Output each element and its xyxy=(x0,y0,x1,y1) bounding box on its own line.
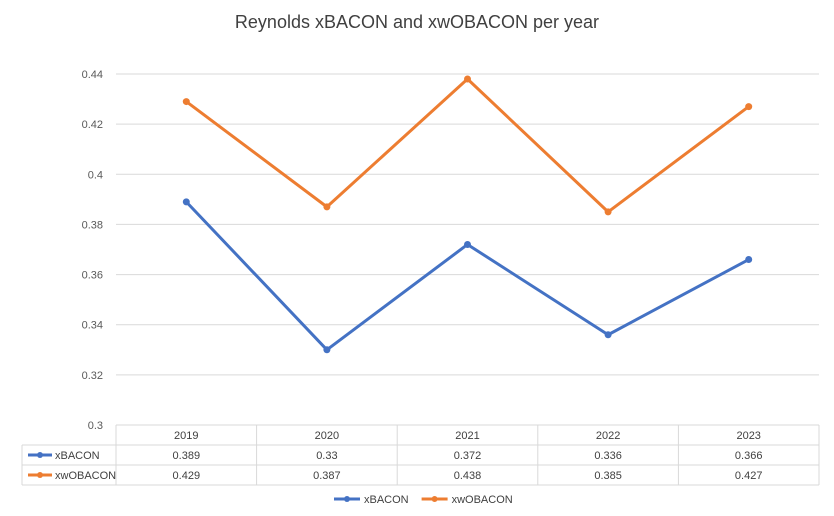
legend: xBACON xwOBACON xyxy=(334,494,513,506)
x-tick-label: 2019 xyxy=(174,430,198,442)
chart-title: Reynolds xBACON and xwOBACON per year xyxy=(235,12,599,32)
data-point xyxy=(604,331,612,339)
y-tick-label: 0.42 xyxy=(82,119,103,131)
data-point xyxy=(323,203,331,211)
gridlines xyxy=(116,73,819,426)
data-point xyxy=(323,346,331,354)
series-lines xyxy=(182,75,753,354)
data-point xyxy=(745,103,753,111)
y-tick-label: 0.36 xyxy=(82,270,103,282)
table-legend-marker xyxy=(37,472,43,478)
table-legend-marker xyxy=(37,452,43,458)
x-tick-label: 2023 xyxy=(736,430,760,442)
legend-label: xBACON xyxy=(364,494,409,506)
table-cell-value: 0.372 xyxy=(454,450,482,462)
x-tick-label: 2021 xyxy=(455,430,479,442)
table-cell-value: 0.387 xyxy=(313,470,341,482)
data-point xyxy=(182,98,190,106)
data-point xyxy=(464,75,471,83)
series-line xyxy=(184,77,751,214)
table-cell-value: 0.427 xyxy=(735,470,763,482)
y-tick-label: 0.32 xyxy=(82,370,103,382)
y-axis: 0.3 0.32 0.34 0.36 0.38 0.4 0.42 0.44 xyxy=(82,69,103,432)
y-tick-label: 0.38 xyxy=(82,219,103,231)
data-point xyxy=(464,240,471,248)
legend-marker xyxy=(344,496,350,502)
table-series-name: xBACON xyxy=(55,450,100,462)
table-cell-value: 0.336 xyxy=(594,450,622,462)
table-cell-value: 0.438 xyxy=(454,470,482,482)
legend-label: xwOBACON xyxy=(452,494,513,506)
table-cell-value: 0.366 xyxy=(735,450,763,462)
data-table: 2019 2020 2021 2022 2023 xBACON 0.389 0.33 0.372… xyxy=(21,424,820,486)
table-series-name: xwOBACON xyxy=(55,470,116,482)
y-tick-label: 0.3 xyxy=(88,420,103,432)
x-tick-label: 2022 xyxy=(596,430,620,442)
table-cell-value: 0.389 xyxy=(173,450,201,462)
x-tick-label: 2020 xyxy=(315,430,339,442)
y-tick-label: 0.4 xyxy=(88,169,103,181)
table-cell-value: 0.429 xyxy=(173,470,201,482)
legend-marker xyxy=(431,496,438,502)
table-cell-value: 0.385 xyxy=(594,470,622,482)
data-point xyxy=(745,256,753,264)
table-cell-value: 0.33 xyxy=(316,450,337,462)
y-tick-label: 0.34 xyxy=(82,320,103,332)
data-point xyxy=(604,208,612,216)
y-tick-label: 0.44 xyxy=(82,69,103,81)
data-point xyxy=(182,198,190,206)
